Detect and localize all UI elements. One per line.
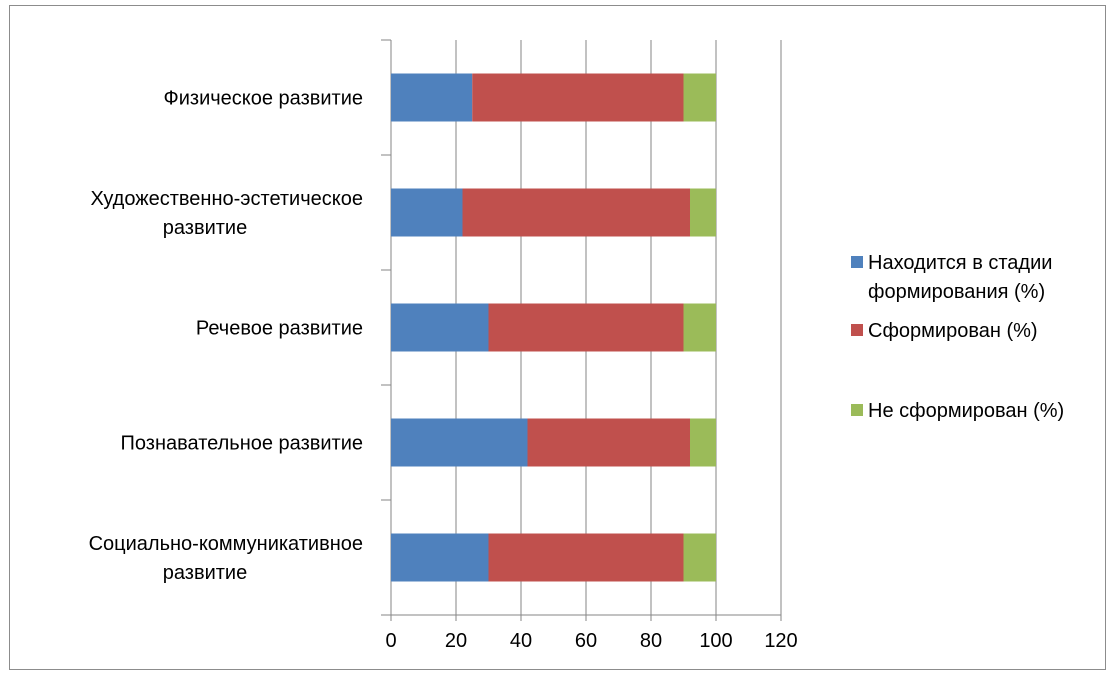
bar-segment — [683, 533, 716, 582]
bar-segment — [462, 188, 690, 237]
bar-segment — [527, 418, 690, 467]
x-tick-label: 20 — [445, 630, 467, 652]
legend-swatch — [851, 324, 863, 336]
bar-segment — [472, 73, 684, 122]
legend-swatch — [851, 404, 863, 416]
x-tick-label: 80 — [640, 630, 662, 652]
bar-segment — [391, 188, 463, 237]
bar-segment — [690, 418, 716, 467]
bar-segment — [683, 303, 716, 352]
bar-segment — [391, 533, 489, 582]
x-tick-label: 60 — [575, 630, 597, 652]
legend-label: Находится в стадии — [868, 252, 1052, 274]
category-label: Физическое развитие — [164, 88, 363, 110]
category-label: Познавательное развитие — [121, 433, 363, 455]
x-tick-label: 100 — [699, 630, 732, 652]
category-label: Речевое развитие — [196, 318, 363, 340]
bar-segment — [488, 533, 684, 582]
category-label: развитие — [163, 562, 247, 584]
bar-segment — [391, 418, 528, 467]
legend-label: Сформирован (%) — [868, 320, 1038, 342]
category-label: Художественно-эстетическое — [90, 188, 363, 210]
category-label: Социально-коммуникативное — [89, 533, 363, 555]
bar-segment — [391, 73, 473, 122]
bar-segment — [690, 188, 716, 237]
x-tick-label: 0 — [385, 630, 396, 652]
bar-segment — [683, 73, 716, 122]
legend-label: Не сформирован (%) — [868, 400, 1064, 422]
bar-segment — [488, 303, 684, 352]
category-label: развитие — [163, 217, 247, 239]
x-tick-label: 40 — [510, 630, 532, 652]
bar-segment — [391, 303, 489, 352]
legend-swatch — [851, 256, 863, 268]
legend-label: формирования (%) — [868, 281, 1045, 303]
x-tick-label: 120 — [764, 630, 797, 652]
